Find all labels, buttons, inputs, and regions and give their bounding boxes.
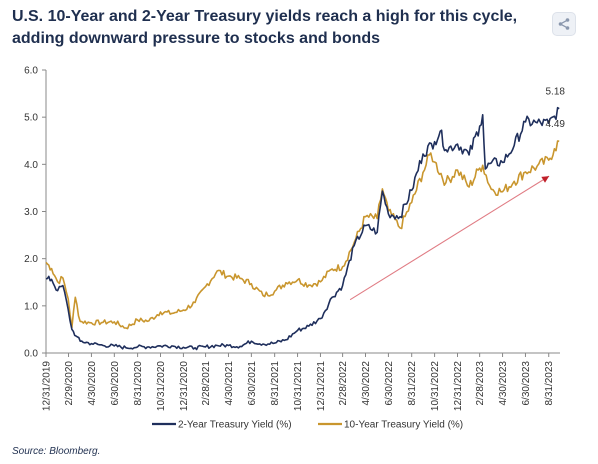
series-2-year-line: [45, 106, 560, 351]
legend-label: 10-Year Treasury Yield (%): [344, 420, 463, 431]
x-tick-label: 8/31/2021: [270, 361, 281, 406]
x-tick-label: 6/30/2020: [110, 361, 121, 406]
source-note: Source: Bloomberg.: [12, 446, 101, 457]
x-tick-label: 12/31/2019: [42, 361, 53, 411]
x-tick-label: 8/31/2023: [544, 361, 555, 406]
series-10-year-line: [45, 140, 560, 330]
share-icon-glyph: [558, 18, 570, 30]
x-tick-label: 6/30/2023: [521, 361, 532, 406]
y-tick-label: 3.0: [24, 207, 38, 218]
x-tick-label: 12/31/2022: [453, 361, 464, 411]
y-tick-label: 6.0: [24, 66, 38, 77]
x-tick-label: 4/30/2020: [87, 361, 98, 406]
share-icon[interactable]: [552, 12, 576, 36]
x-tick-label: 10/31/2022: [430, 361, 441, 411]
trend-arrow-line: [349, 175, 550, 301]
chart-title: U.S. 10-Year and 2-Year Treasury yields …: [12, 8, 518, 47]
x-tick-label: 6/30/2022: [384, 361, 395, 406]
x-tick-label: 8/31/2020: [133, 361, 144, 406]
x-tick-label: 4/30/2023: [498, 361, 509, 406]
x-tick-label: 8/31/2022: [407, 361, 418, 406]
trend-arrow-head: [541, 176, 550, 183]
x-tick-label: 12/31/2020: [179, 361, 190, 411]
y-tick-label: 4.0: [24, 160, 38, 171]
y-tick-label: 5.0: [24, 113, 38, 124]
x-tick-label: 4/30/2021: [224, 361, 235, 406]
y-tick-label: 0.0: [24, 349, 38, 360]
x-tick-label: 2/29/2020: [64, 361, 75, 406]
x-tick-label: 10/31/2020: [156, 361, 167, 411]
x-tick-label: 2/28/2023: [475, 361, 486, 406]
end-label-10-year: 4.49: [546, 119, 566, 130]
x-tick-label: 6/30/2021: [247, 361, 258, 406]
end-label-2-year: 5.18: [546, 87, 566, 98]
x-tick-label: 10/31/2021: [293, 361, 304, 411]
x-tick-label: 2/28/2022: [338, 361, 349, 406]
x-tick-label: 12/31/2021: [316, 361, 327, 411]
y-tick-label: 2.0: [24, 254, 38, 265]
x-tick-label: 4/30/2022: [361, 361, 372, 406]
legend-label: 2-Year Treasury Yield (%): [178, 420, 292, 431]
x-tick-label: 2/28/2021: [201, 361, 212, 406]
y-tick-label: 1.0: [24, 301, 38, 312]
